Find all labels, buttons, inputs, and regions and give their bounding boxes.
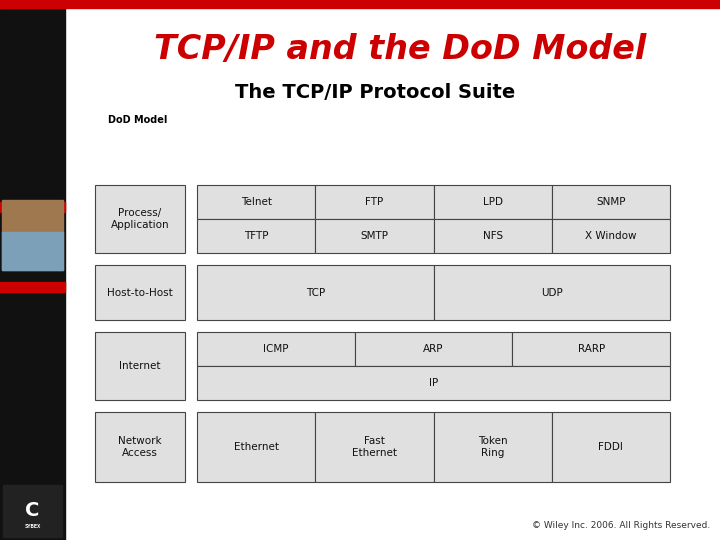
Bar (197, 366, 670, 400)
Bar (95, 412, 185, 482)
Text: Ethernet: Ethernet (233, 442, 279, 452)
Bar (197, 265, 433, 320)
Text: © Wiley Inc. 2006. All Rights Reserved.: © Wiley Inc. 2006. All Rights Reserved. (532, 521, 710, 530)
Text: TFTP: TFTP (244, 231, 269, 241)
Bar (355, 332, 513, 366)
Text: SMTP: SMTP (361, 231, 388, 241)
Bar (197, 412, 315, 482)
Bar (197, 185, 315, 219)
Text: LPD: LPD (482, 197, 503, 207)
Bar (433, 219, 552, 253)
Bar (433, 185, 552, 219)
Bar (0, 202, 65, 212)
Text: DoD Model: DoD Model (108, 115, 167, 125)
Bar (315, 219, 433, 253)
Bar (197, 219, 315, 253)
Bar (433, 412, 552, 482)
Bar (552, 185, 670, 219)
Text: RARP: RARP (577, 344, 605, 354)
Bar (95, 185, 185, 253)
Bar (315, 412, 433, 482)
Bar (552, 219, 670, 253)
Text: Internet: Internet (120, 361, 161, 371)
Bar (2, 232, 63, 270)
Text: С: С (25, 501, 40, 519)
Bar (2, 200, 63, 270)
Bar (0, 0, 720, 8)
Text: UDP: UDP (541, 287, 562, 298)
Text: Process/
Application: Process/ Application (111, 208, 169, 230)
Text: NFS: NFS (482, 231, 503, 241)
Text: The TCP/IP Protocol Suite: The TCP/IP Protocol Suite (235, 83, 515, 102)
Text: ARP: ARP (423, 344, 444, 354)
Bar (433, 265, 670, 320)
Text: Network
Access: Network Access (118, 436, 162, 458)
Bar (95, 265, 185, 320)
Bar (197, 332, 355, 366)
Text: Fast
Ethernet: Fast Ethernet (352, 436, 397, 458)
Text: ICMP: ICMP (263, 344, 289, 354)
Bar (552, 412, 670, 482)
Text: TCP: TCP (305, 287, 325, 298)
Text: X Window: X Window (585, 231, 636, 241)
Text: TCP/IP and the DoD Model: TCP/IP and the DoD Model (154, 33, 646, 66)
Bar (513, 332, 670, 366)
Text: Host-to-Host: Host-to-Host (107, 287, 173, 298)
Bar (3, 485, 62, 537)
Text: Telnet: Telnet (240, 197, 271, 207)
Bar (95, 332, 185, 400)
Text: Token
Ring: Token Ring (478, 436, 508, 458)
Text: SYBEX: SYBEX (24, 523, 40, 529)
Bar (315, 185, 433, 219)
Bar (0, 8, 65, 540)
Text: IP: IP (429, 378, 438, 388)
Text: FDDI: FDDI (598, 442, 624, 452)
Bar (0, 282, 65, 292)
Text: FTP: FTP (365, 197, 384, 207)
Text: SNMP: SNMP (596, 197, 626, 207)
